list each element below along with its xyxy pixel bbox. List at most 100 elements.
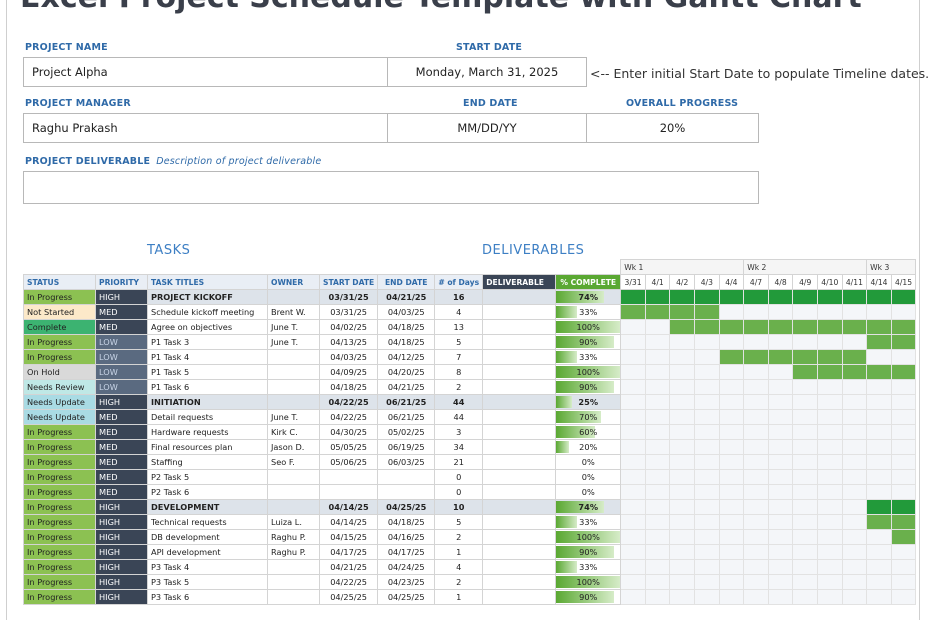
start-date-cell[interactable]: 04/17/25 [318, 544, 379, 560]
owner-cell[interactable] [267, 289, 320, 305]
owner-cell[interactable]: Raghu P. [267, 544, 320, 560]
percent-complete-cell[interactable]: 100% [555, 574, 622, 590]
task-title-cell[interactable]: P1 Task 3 [147, 334, 268, 350]
status-cell[interactable]: In Progress [23, 499, 96, 515]
task-title-cell[interactable]: Detail requests [147, 409, 268, 425]
owner-cell[interactable]: June T. [267, 319, 320, 335]
status-cell[interactable]: In Progress [23, 529, 96, 545]
percent-complete-cell[interactable]: 33% [555, 514, 622, 530]
owner-cell[interactable] [267, 484, 320, 500]
end-date-cell[interactable]: 04/24/25 [377, 559, 436, 575]
task-title-cell[interactable]: Final resources plan [147, 439, 268, 455]
end-date-cell[interactable]: 04/21/25 [377, 289, 436, 305]
days-cell[interactable]: 5 [434, 334, 484, 350]
owner-cell[interactable]: June T. [267, 334, 320, 350]
priority-cell[interactable]: HIGH [95, 514, 148, 530]
days-cell[interactable]: 13 [434, 319, 484, 335]
project-deliverable-field[interactable] [23, 171, 759, 204]
days-cell[interactable]: 2 [434, 529, 484, 545]
status-cell[interactable]: Needs Update [23, 394, 96, 410]
task-title-cell[interactable]: P2 Task 6 [147, 484, 268, 500]
priority-cell[interactable]: LOW [95, 349, 148, 365]
end-date-cell[interactable]: 04/18/25 [377, 514, 436, 530]
overall-progress-field[interactable]: 20% [586, 113, 759, 143]
priority-cell[interactable]: MED [95, 469, 148, 485]
priority-cell[interactable]: LOW [95, 334, 148, 350]
deliverable-cell[interactable] [482, 394, 557, 410]
percent-complete-cell[interactable]: 74% [555, 499, 622, 515]
percent-complete-cell[interactable]: 20% [555, 439, 622, 455]
owner-cell[interactable]: Raghu P. [267, 529, 320, 545]
deliverable-cell[interactable] [482, 304, 557, 320]
task-title-cell[interactable]: API development [147, 544, 268, 560]
priority-cell[interactable]: HIGH [95, 559, 148, 575]
percent-complete-cell[interactable]: 100% [555, 319, 622, 335]
start-date-cell[interactable] [318, 469, 379, 485]
priority-cell[interactable]: HIGH [95, 289, 148, 305]
owner-cell[interactable] [267, 574, 320, 590]
start-date-cell[interactable]: 05/06/25 [318, 454, 379, 470]
percent-complete-cell[interactable]: 100% [555, 364, 622, 380]
priority-cell[interactable]: LOW [95, 364, 148, 380]
start-date-cell[interactable]: 04/21/25 [318, 559, 379, 575]
percent-complete-cell[interactable]: 90% [555, 589, 622, 605]
owner-cell[interactable]: Seo F. [267, 454, 320, 470]
priority-cell[interactable]: LOW [95, 379, 148, 395]
deliverable-cell[interactable] [482, 454, 557, 470]
percent-complete-cell[interactable]: 25% [555, 394, 622, 410]
owner-cell[interactable] [267, 589, 320, 605]
priority-cell[interactable]: HIGH [95, 394, 148, 410]
deliverable-cell[interactable] [482, 349, 557, 365]
status-cell[interactable]: In Progress [23, 439, 96, 455]
start-date-cell[interactable]: 04/18/25 [318, 379, 379, 395]
percent-complete-cell[interactable]: 60% [555, 424, 622, 440]
percent-complete-cell[interactable]: 90% [555, 379, 622, 395]
task-title-cell[interactable]: P2 Task 5 [147, 469, 268, 485]
days-cell[interactable]: 5 [434, 514, 484, 530]
deliverable-cell[interactable] [482, 574, 557, 590]
status-cell[interactable]: On Hold [23, 364, 96, 380]
deliverable-cell[interactable] [482, 499, 557, 515]
task-title-cell[interactable]: P1 Task 6 [147, 379, 268, 395]
end-date-cell[interactable]: 04/21/25 [377, 379, 436, 395]
start-date-cell[interactable]: 04/14/25 [318, 514, 379, 530]
status-cell[interactable]: In Progress [23, 484, 96, 500]
days-cell[interactable]: 0 [434, 469, 484, 485]
owner-cell[interactable]: Kirk C. [267, 424, 320, 440]
task-title-cell[interactable]: DEVELOPMENT [147, 499, 268, 515]
end-date-cell[interactable]: 04/20/25 [377, 364, 436, 380]
owner-cell[interactable] [267, 559, 320, 575]
task-title-cell[interactable]: P3 Task 6 [147, 589, 268, 605]
end-date-cell[interactable]: 04/16/25 [377, 529, 436, 545]
days-cell[interactable]: 1 [434, 544, 484, 560]
days-cell[interactable]: 0 [434, 484, 484, 500]
start-date-cell[interactable]: 04/30/25 [318, 424, 379, 440]
end-date-cell[interactable]: 04/03/25 [377, 304, 436, 320]
status-cell[interactable]: Needs Review [23, 379, 96, 395]
deliverable-cell[interactable] [482, 589, 557, 605]
start-date-cell[interactable]: 04/25/25 [318, 589, 379, 605]
percent-complete-cell[interactable]: 74% [555, 289, 622, 305]
priority-cell[interactable]: MED [95, 454, 148, 470]
deliverable-cell[interactable] [482, 484, 557, 500]
project-manager-field[interactable]: Raghu Prakash [23, 113, 388, 143]
priority-cell[interactable]: MED [95, 424, 148, 440]
status-cell[interactable]: Complete [23, 319, 96, 335]
deliverable-cell[interactable] [482, 514, 557, 530]
task-title-cell[interactable]: Staffing [147, 454, 268, 470]
priority-cell[interactable]: MED [95, 484, 148, 500]
end-date-cell[interactable]: 04/17/25 [377, 544, 436, 560]
percent-complete-cell[interactable]: 0% [555, 484, 622, 500]
percent-complete-cell[interactable]: 0% [555, 454, 622, 470]
start-date-cell[interactable]: 04/15/25 [318, 529, 379, 545]
priority-cell[interactable]: HIGH [95, 589, 148, 605]
days-cell[interactable]: 16 [434, 289, 484, 305]
priority-cell[interactable]: MED [95, 319, 148, 335]
task-title-cell[interactable]: DB development [147, 529, 268, 545]
start-date-cell[interactable]: 04/22/25 [318, 574, 379, 590]
start-date-cell[interactable]: 05/05/25 [318, 439, 379, 455]
priority-cell[interactable]: MED [95, 409, 148, 425]
end-date-cell[interactable]: 04/12/25 [377, 349, 436, 365]
percent-complete-cell[interactable]: 70% [555, 409, 622, 425]
percent-complete-cell[interactable]: 33% [555, 559, 622, 575]
